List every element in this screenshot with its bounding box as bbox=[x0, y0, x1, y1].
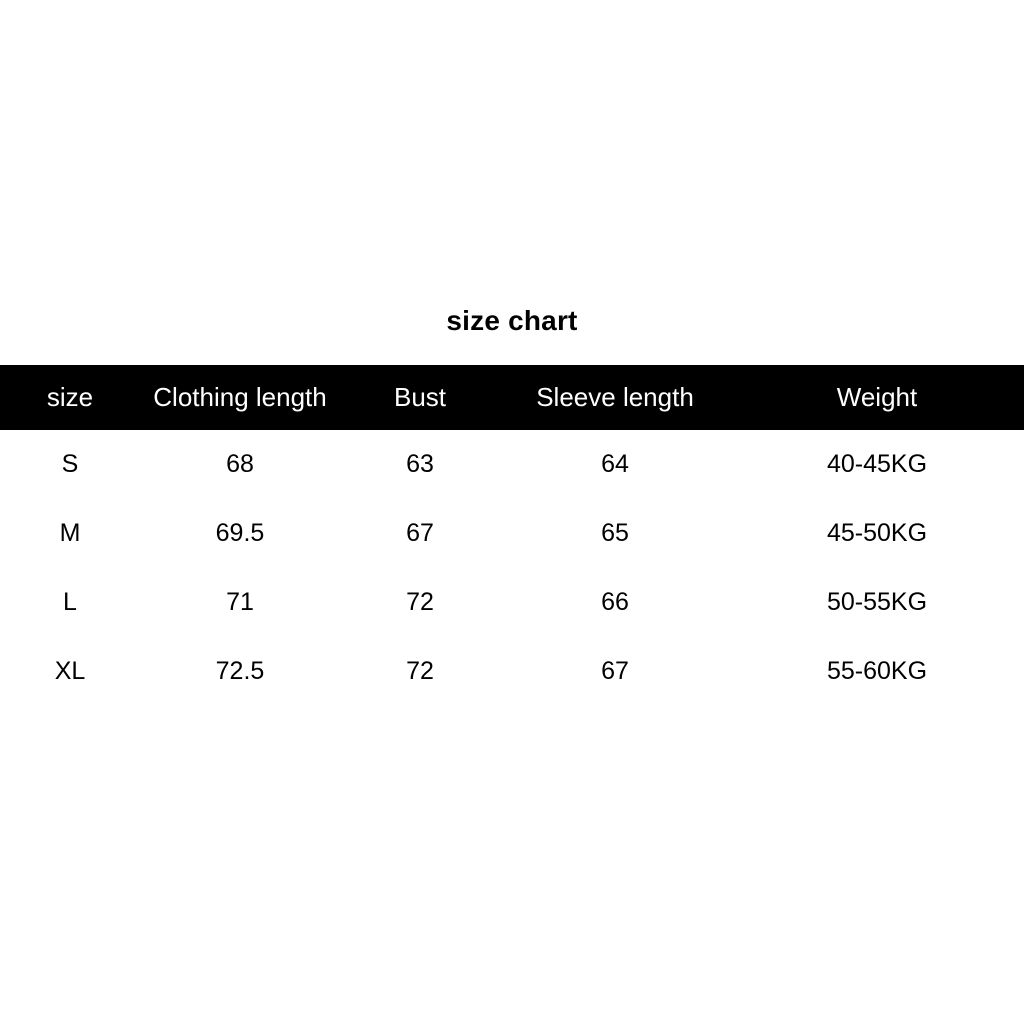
col-header-size: size bbox=[0, 365, 140, 430]
cell-bust: 72 bbox=[340, 637, 500, 706]
chart-title: size chart bbox=[0, 305, 1024, 337]
cell-bust: 67 bbox=[340, 499, 500, 568]
page: size chart size Clothing length Bust Sle… bbox=[0, 0, 1024, 1024]
cell-size: M bbox=[0, 499, 140, 568]
table-row: XL 72.5 72 67 55-60KG bbox=[0, 637, 1024, 706]
cell-clothing-length: 69.5 bbox=[140, 499, 340, 568]
cell-weight: 45-50KG bbox=[730, 499, 1024, 568]
col-header-clothing-length: Clothing length bbox=[140, 365, 340, 430]
table-header-row: size Clothing length Bust Sleeve length … bbox=[0, 365, 1024, 430]
col-header-sleeve-length: Sleeve length bbox=[500, 365, 730, 430]
table-row: S 68 63 64 40-45KG bbox=[0, 430, 1024, 499]
cell-bust: 72 bbox=[340, 568, 500, 637]
cell-clothing-length: 71 bbox=[140, 568, 340, 637]
table-row: L 71 72 66 50-55KG bbox=[0, 568, 1024, 637]
cell-size: S bbox=[0, 430, 140, 499]
cell-size: L bbox=[0, 568, 140, 637]
table-row: M 69.5 67 65 45-50KG bbox=[0, 499, 1024, 568]
cell-sleeve-length: 67 bbox=[500, 637, 730, 706]
cell-clothing-length: 72.5 bbox=[140, 637, 340, 706]
cell-weight: 55-60KG bbox=[730, 637, 1024, 706]
cell-clothing-length: 68 bbox=[140, 430, 340, 499]
cell-sleeve-length: 65 bbox=[500, 499, 730, 568]
size-chart: size chart size Clothing length Bust Sle… bbox=[0, 305, 1024, 706]
cell-size: XL bbox=[0, 637, 140, 706]
cell-sleeve-length: 66 bbox=[500, 568, 730, 637]
cell-weight: 50-55KG bbox=[730, 568, 1024, 637]
col-header-bust: Bust bbox=[340, 365, 500, 430]
col-header-weight: Weight bbox=[730, 365, 1024, 430]
cell-weight: 40-45KG bbox=[730, 430, 1024, 499]
size-table: size Clothing length Bust Sleeve length … bbox=[0, 365, 1024, 706]
cell-bust: 63 bbox=[340, 430, 500, 499]
cell-sleeve-length: 64 bbox=[500, 430, 730, 499]
